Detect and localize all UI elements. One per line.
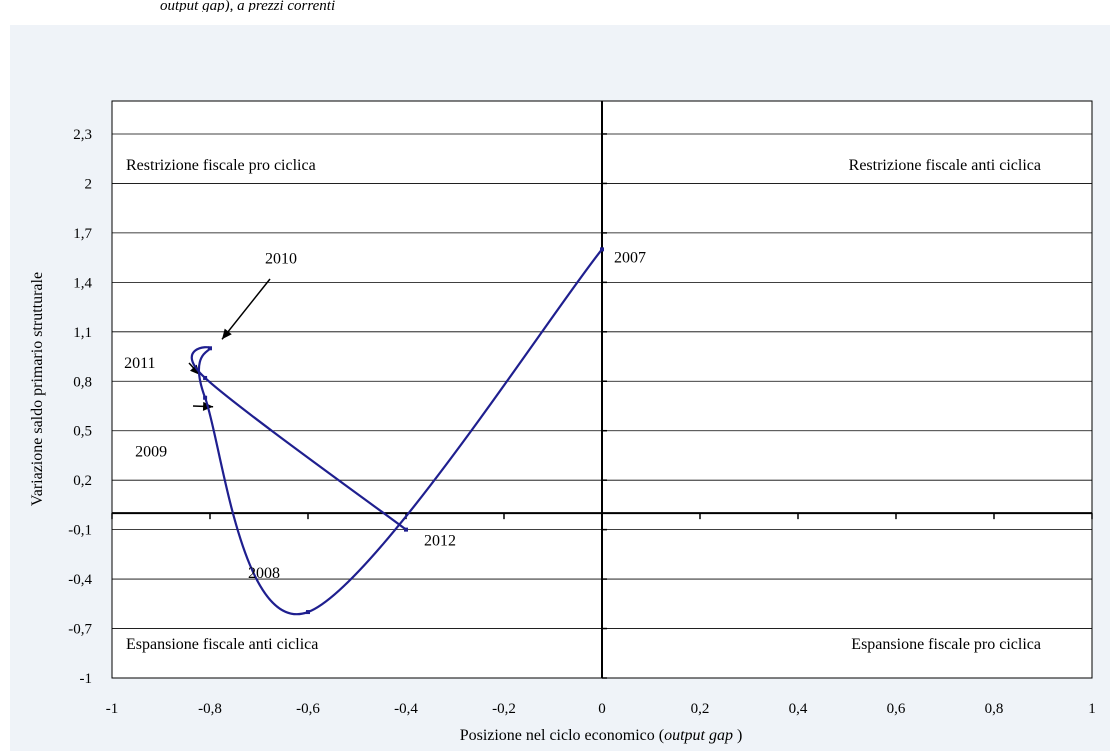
year-label: 2009 <box>135 444 167 461</box>
x-ticks: -1 -0,8 -0,6 -0,4 -0,2 0 0,2 0,4 0,6 0,8 1 <box>106 701 1096 717</box>
quadrant-label-top-left: Restrizione fiscale pro ciclica <box>126 157 316 174</box>
y-tick-label: 1,1 <box>73 325 92 341</box>
year-label: 2011 <box>124 355 155 372</box>
y-tick-label: 0,5 <box>73 424 92 440</box>
x-tick-label: -0,2 <box>492 701 516 717</box>
x-tick-label: -1 <box>106 701 119 717</box>
x-axis-title-end: ) <box>733 727 742 744</box>
y-ticks: -1 -0,7 -0,4 -0,1 0,2 0,5 0,8 1,1 1,4 1,7 2 2,3 <box>68 127 92 687</box>
y-tick-label: 2,3 <box>73 127 92 143</box>
x-axis-title-italic: output gap <box>664 727 733 744</box>
y-tick-label: -1 <box>80 671 93 687</box>
x-axis-title: Posizione nel ciclo economico (output ga… <box>460 727 743 744</box>
year-label: 2007 <box>614 249 646 266</box>
year-labels: 2007 2008 2009 2010 2011 2012 <box>124 249 646 582</box>
quadrant-label-bottom-left: Espansione fiscale anti ciclica <box>126 636 318 653</box>
data-point <box>203 375 208 380</box>
annotation-arrows <box>188 278 271 411</box>
y-tick-label: 1,7 <box>73 226 92 242</box>
markers <box>203 247 604 615</box>
y-tick-label: -0,4 <box>68 572 92 588</box>
x-tick-label: 0,4 <box>789 701 808 717</box>
x-tick-label: -0,8 <box>198 701 222 717</box>
x-tick-label: -0,6 <box>296 701 320 717</box>
arrow-head <box>222 328 232 340</box>
chart-svg: -1 -0,8 -0,6 -0,4 -0,2 0 0,2 0,4 0,6 0,8 1 -1-0,7-… <box>29 100 1096 744</box>
data-point <box>208 346 212 351</box>
year-label: 2012 <box>424 533 456 550</box>
x-tick-label: 0,6 <box>887 701 906 717</box>
caption-fragment: output gap), a prezzi correnti <box>160 0 336 12</box>
data-point <box>203 395 208 400</box>
x-axis-title-main: Posizione nel ciclo economico ( <box>460 727 664 744</box>
x-tick-label: 1 <box>1088 701 1096 717</box>
x-tick-label: -0,4 <box>394 701 418 717</box>
data-point <box>404 527 408 532</box>
data-point <box>306 610 310 615</box>
y-axis-title: Variazione saldo primario strutturale <box>29 272 46 506</box>
chart-panel: -1 -0,8 -0,6 -0,4 -0,2 0 0,2 0,4 0,6 0,8 1 -1 -0,7-… <box>10 25 1110 751</box>
series-line <box>190 248 603 616</box>
quadrant-label-top-right: Restrizione fiscale anti ciclica <box>849 157 1041 174</box>
x-tick-label: 0,2 <box>691 701 710 717</box>
year-label: 2010 <box>265 250 297 267</box>
y-tick-label: 0,8 <box>73 374 92 390</box>
y-tick-label: 0,2 <box>73 473 92 489</box>
y-tick-label: 1,4 <box>73 275 92 291</box>
y-tick-label: -0,1 <box>68 523 92 539</box>
x-tick-label: 0,8 <box>985 701 1004 717</box>
data-point <box>600 247 604 252</box>
y-tick-label: 2 <box>85 176 93 192</box>
arrow-head <box>189 364 201 375</box>
quadrant-label-bottom-right: Espansione fiscale pro ciclica <box>851 636 1041 653</box>
y-tick-label: -0,7 <box>68 622 92 638</box>
arrow-shaft <box>221 278 271 340</box>
x-tick-label: 0 <box>598 701 606 717</box>
year-label: 2008 <box>248 565 280 582</box>
axes <box>111 101 1093 679</box>
